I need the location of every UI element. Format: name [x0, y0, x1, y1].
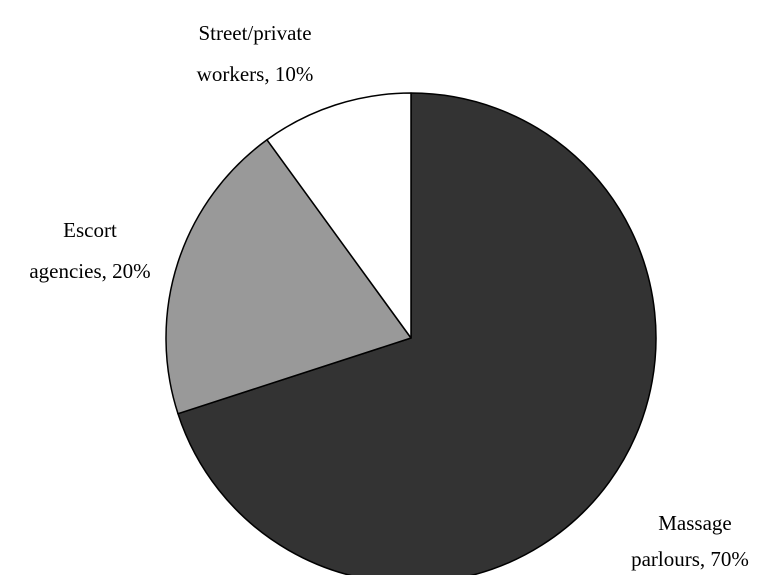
slice-label-line: Massage	[658, 511, 731, 535]
slice-label-line: Street/private	[198, 21, 311, 45]
pie-slices	[165, 92, 657, 575]
pie-slice-massage-parlours	[177, 92, 657, 575]
slice-label-line: parlours, 70%	[631, 547, 749, 571]
pie-slice-street-private-workers	[266, 92, 412, 339]
slice-label-escort-agencies: Escort agencies, 20%	[29, 218, 150, 283]
slice-label-line: workers, 10%	[197, 62, 314, 86]
pie-slice-escort-agencies	[165, 139, 412, 415]
slice-label-line: Escort	[63, 218, 117, 242]
slice-label-massage-parlours: Massage parlours, 70%	[631, 511, 749, 571]
slice-label-street-private-workers: Street/private workers, 10%	[197, 21, 314, 86]
pie-labels: Massage parlours, 70% Escort agencies, 20% S…	[29, 21, 749, 571]
slice-label-line: agencies, 20%	[29, 259, 150, 283]
